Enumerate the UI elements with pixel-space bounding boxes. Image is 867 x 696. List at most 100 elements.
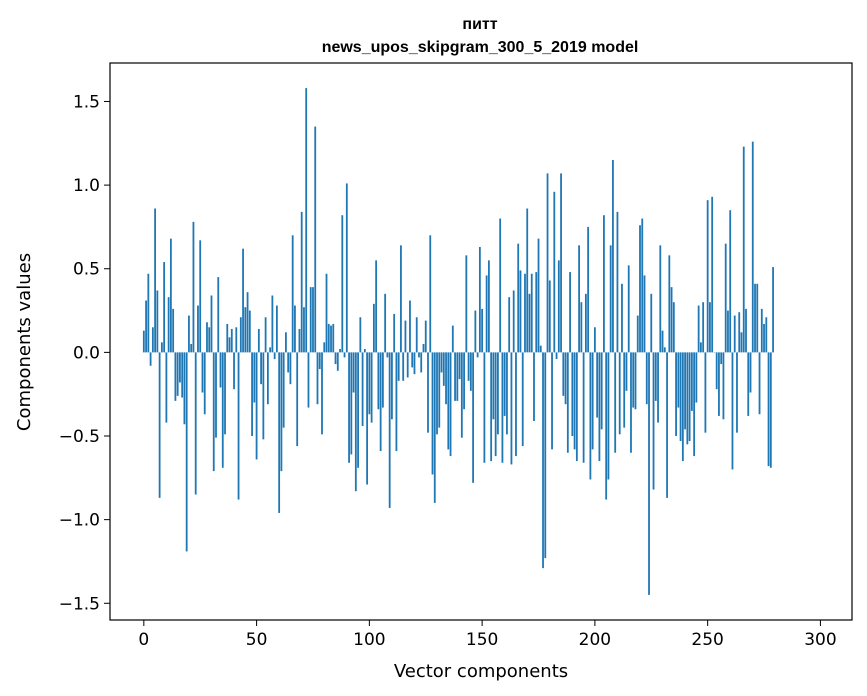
bar — [384, 293, 387, 353]
bar — [336, 352, 339, 371]
bar — [706, 200, 709, 353]
bar — [194, 352, 197, 495]
bar — [690, 352, 693, 411]
bar — [751, 141, 754, 353]
bar — [625, 352, 628, 391]
bar — [221, 352, 224, 468]
chart-title: питт — [462, 16, 497, 33]
bar — [427, 352, 429, 433]
bar — [659, 245, 662, 353]
bar — [165, 352, 168, 423]
bar — [341, 215, 344, 353]
bar — [528, 293, 531, 353]
bar — [192, 221, 195, 353]
bar — [339, 349, 341, 353]
bar — [402, 352, 405, 381]
bar — [242, 248, 244, 353]
bar — [436, 352, 438, 435]
bar — [248, 310, 251, 353]
bar — [618, 352, 621, 435]
bar — [469, 352, 472, 391]
bar — [670, 287, 673, 353]
bar — [681, 352, 684, 462]
bar — [357, 352, 359, 468]
bar — [183, 352, 186, 425]
bar — [246, 292, 249, 353]
bar — [603, 215, 605, 353]
bar — [742, 146, 745, 353]
bar — [697, 305, 700, 353]
bar — [226, 323, 229, 353]
bar — [199, 240, 202, 353]
bar — [589, 352, 592, 480]
bar — [686, 352, 689, 445]
bar — [573, 352, 576, 450]
bar — [176, 352, 179, 396]
bar — [379, 352, 382, 452]
bar — [503, 352, 506, 416]
bar — [548, 280, 551, 353]
bar — [630, 352, 632, 453]
bar — [323, 342, 326, 353]
bar — [237, 352, 240, 500]
bar — [370, 352, 373, 423]
bar — [467, 352, 470, 381]
bar — [397, 352, 400, 381]
bar — [623, 352, 626, 428]
bar — [447, 352, 450, 450]
bar — [190, 344, 193, 353]
bar — [359, 317, 362, 353]
bar — [557, 260, 560, 353]
bar — [609, 245, 612, 353]
bar — [632, 352, 635, 408]
bar — [363, 349, 366, 353]
bar — [400, 245, 402, 353]
bar — [372, 303, 375, 353]
bar — [257, 328, 260, 353]
y-axis-label: Components values — [14, 253, 35, 431]
bar — [244, 307, 247, 353]
bar — [393, 313, 396, 353]
bar — [350, 352, 353, 455]
bar — [255, 352, 258, 460]
bar — [772, 267, 774, 353]
bar — [201, 352, 204, 393]
bar — [598, 352, 601, 462]
bar — [756, 283, 759, 353]
bar — [361, 352, 364, 426]
y-tick-label: 0.5 — [73, 260, 100, 280]
bar — [185, 352, 188, 552]
bar — [596, 352, 599, 418]
bar — [463, 352, 465, 410]
bar — [325, 273, 328, 353]
bar — [386, 352, 389, 358]
bar — [210, 295, 213, 353]
bar — [738, 312, 741, 353]
bar — [740, 332, 743, 353]
bar — [639, 225, 641, 353]
bar — [510, 352, 513, 465]
bar — [643, 275, 646, 353]
bar — [494, 352, 497, 457]
bar — [212, 352, 215, 472]
bar — [679, 352, 682, 442]
bar — [296, 352, 299, 447]
bar — [228, 337, 231, 353]
bar — [440, 352, 443, 373]
bar — [519, 270, 522, 353]
bar — [442, 352, 445, 386]
bar — [300, 211, 303, 353]
bar — [560, 173, 562, 353]
bar — [569, 272, 571, 353]
bar — [478, 246, 481, 353]
bar — [729, 210, 732, 353]
bar — [736, 352, 738, 433]
bar — [415, 317, 418, 353]
bar — [614, 352, 617, 453]
y-tick-label: 1.0 — [73, 176, 100, 196]
bar — [406, 352, 409, 378]
bar — [769, 352, 772, 468]
bar — [366, 352, 368, 485]
bar — [217, 277, 220, 353]
